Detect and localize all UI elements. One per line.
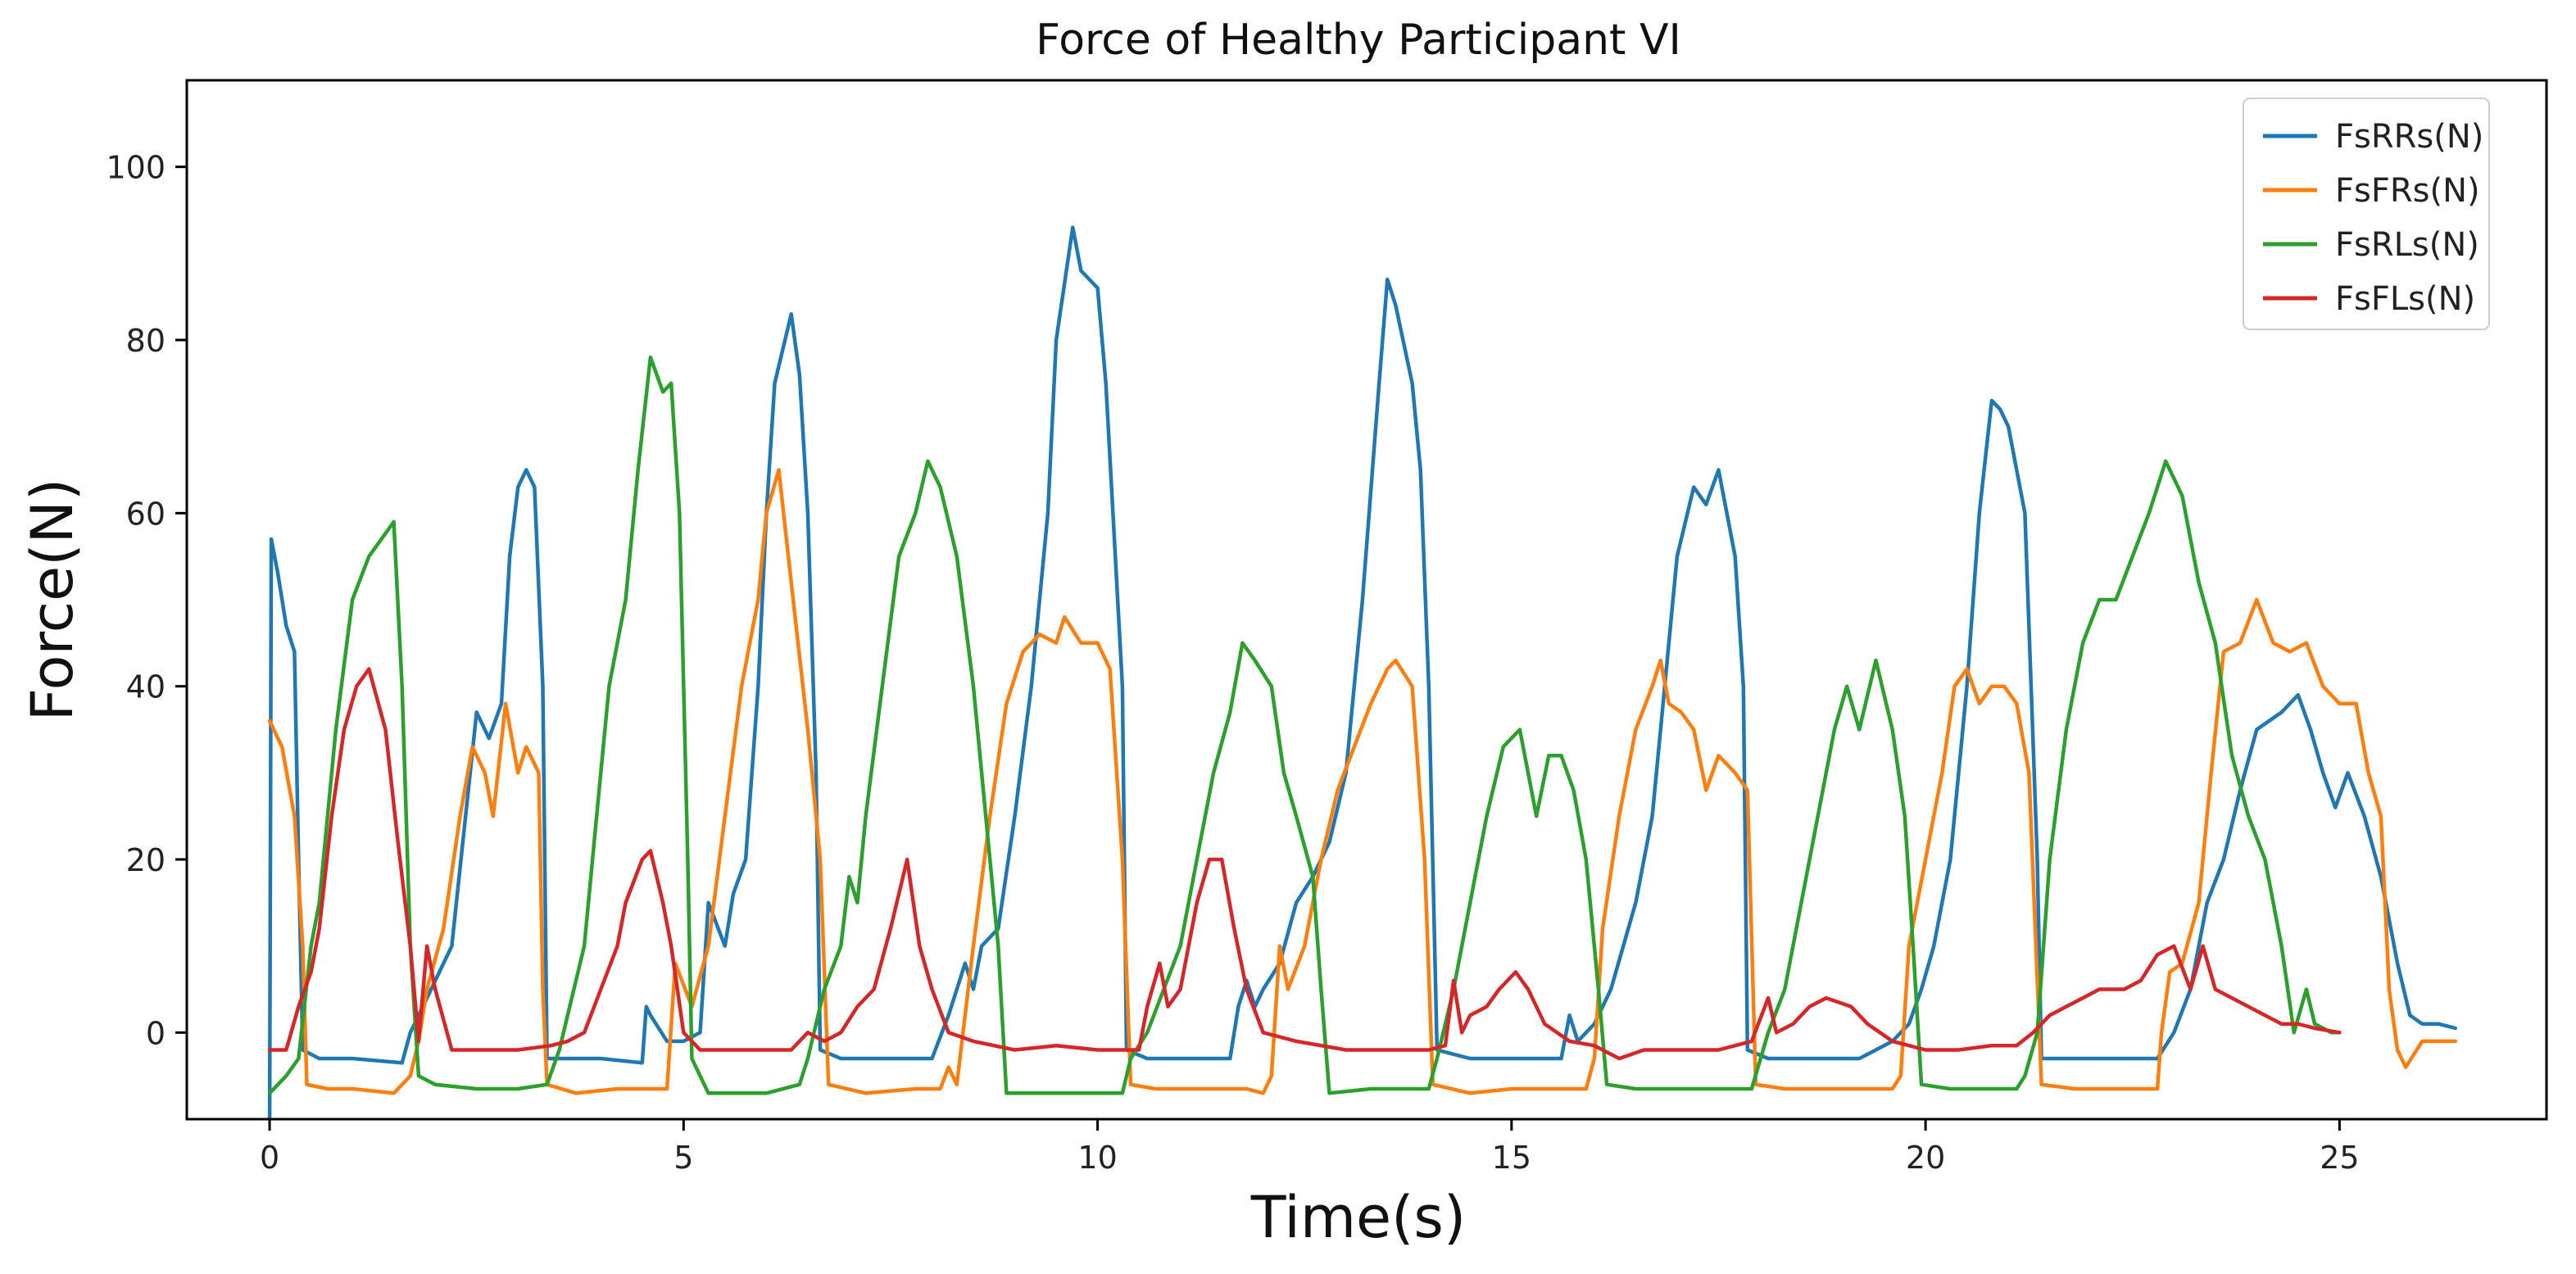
plot-area [267,225,2458,1119]
series-line-0 [267,225,2458,1119]
y-tick-label: 20 [126,842,166,878]
legend-label: FsRRs(N) [2335,118,2483,156]
x-tick-label: 0 [260,1140,279,1176]
legend: FsRRs(N) FsFRs(N) FsRLs(N) FsFLs(N) [2243,97,2490,330]
series-line-1 [267,468,2458,1095]
x-axis-label: Time(s) [1250,1184,1466,1251]
y-tick-label: 60 [126,496,166,532]
chart-title: Force of Healthy Participant VI [1036,16,1681,65]
legend-label: FsFLs(N) [2335,280,2475,318]
legend-box [2243,97,2490,330]
y-tick-label: 40 [126,669,166,705]
y-tick-label: 80 [126,323,166,359]
legend-label: FsRLs(N) [2335,226,2479,264]
x-tick-label: 10 [1077,1140,1117,1176]
x-tick-label: 5 [673,1140,693,1176]
legend-label: FsFRs(N) [2335,172,2480,210]
series-line-3 [267,667,2342,1061]
x-tick-label: 20 [1906,1140,1945,1176]
axes-frame [185,79,2548,1121]
y-tick-label: 100 [106,150,166,186]
x-tick-label: 25 [2320,1140,2359,1176]
y-tick-label: 0 [146,1015,166,1051]
series-line-2 [267,355,2342,1095]
y-axis-label: Force(N) [19,478,86,721]
x-tick-label: 15 [1492,1140,1531,1176]
